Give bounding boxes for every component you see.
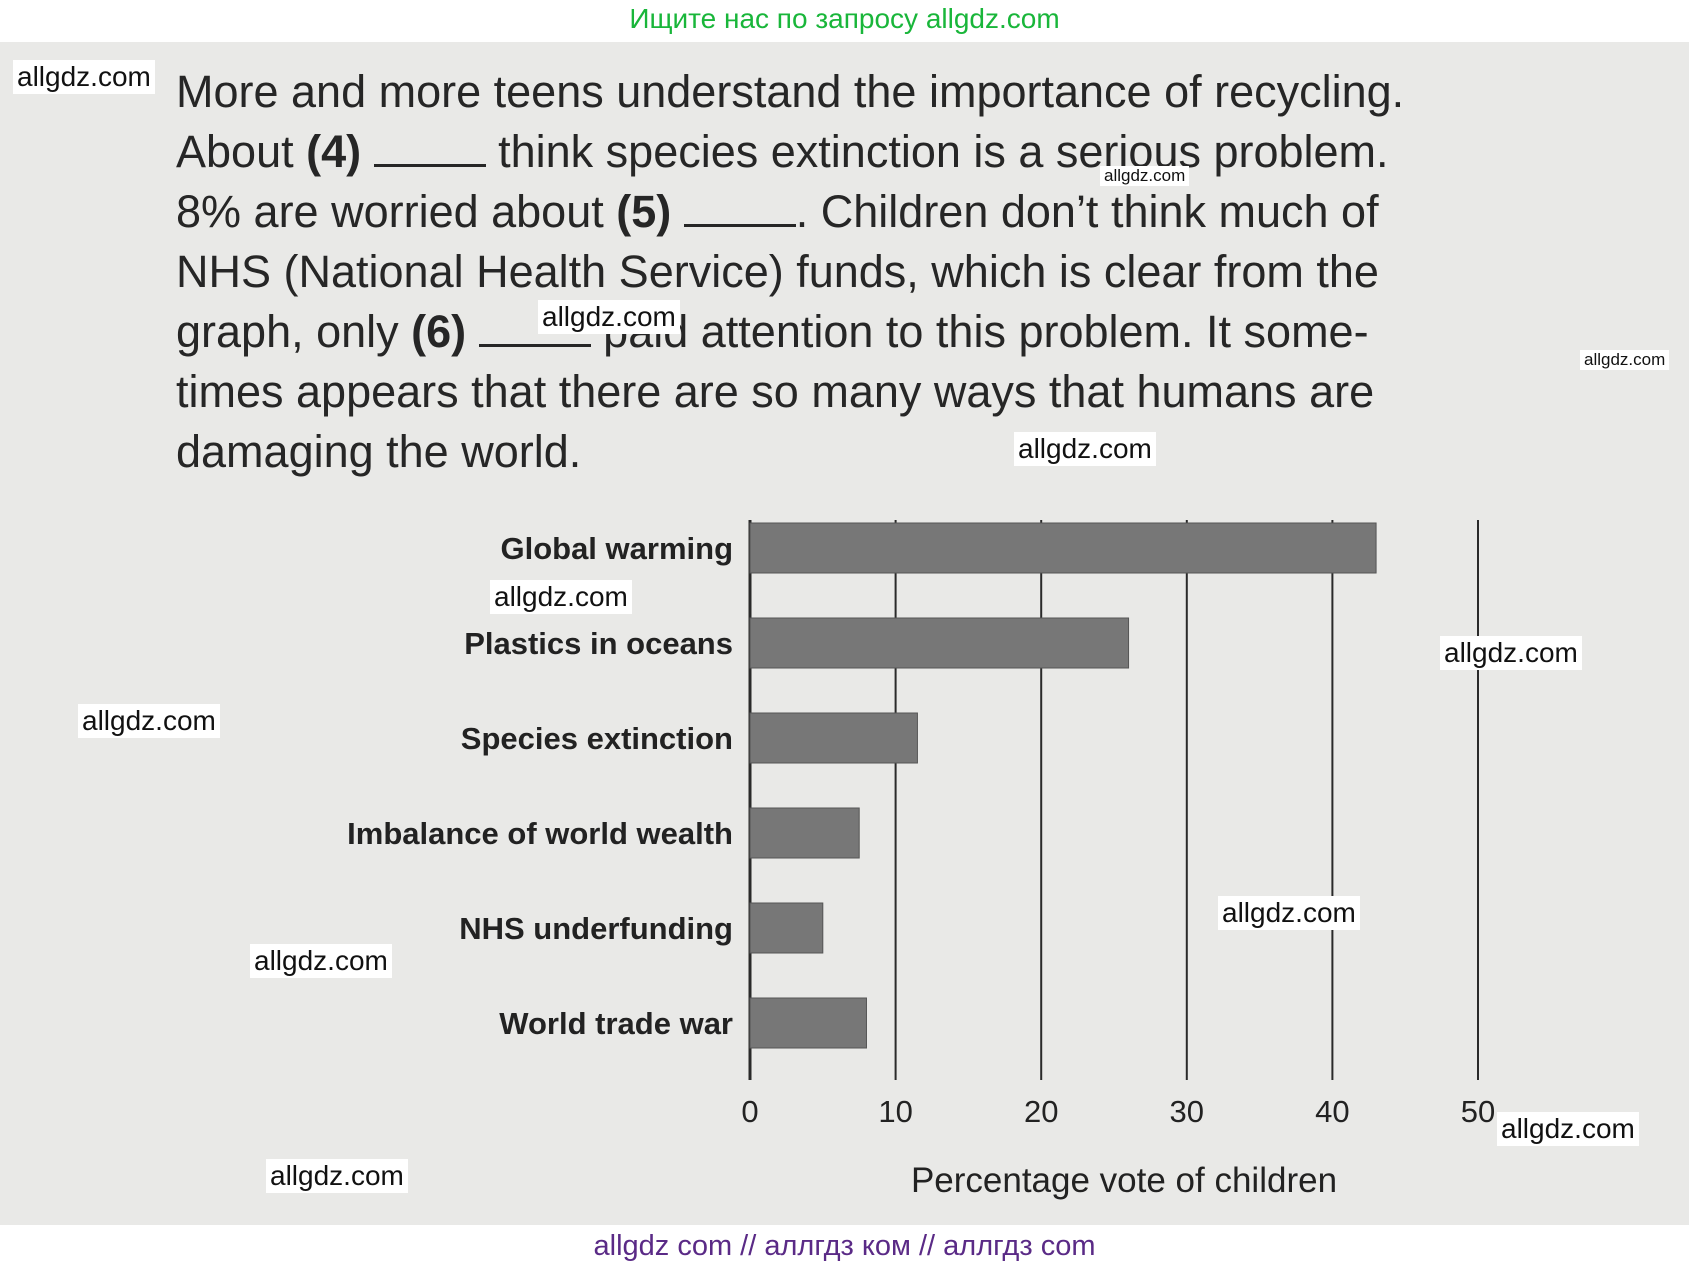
bar-chart: 0 10 20 30 40 50 Global warming Plastics in oce… xyxy=(347,520,1495,1200)
category-label: Plastics in oceans xyxy=(464,626,733,661)
bar xyxy=(749,522,1377,574)
bottom-banner: allgdz com // аллгдз ком // аллгдз com xyxy=(0,1225,1689,1267)
watermark: allgdz.com xyxy=(78,704,220,738)
watermark: allgdz.com xyxy=(1014,432,1156,466)
top-banner: Ищите нас по запросу allgdz.com xyxy=(629,3,1060,34)
x-tick-label: 20 xyxy=(1024,1094,1058,1129)
x-tick-label: 50 xyxy=(1461,1094,1495,1129)
category-label: Species extinction xyxy=(461,721,733,756)
bar xyxy=(749,712,918,764)
category-label: Imbalance of world wealth xyxy=(347,816,733,851)
watermark: allgdz.com xyxy=(538,300,680,334)
watermark: allgdz.com xyxy=(250,944,392,978)
watermark: allgdz.com xyxy=(1580,350,1670,370)
paragraph-line: times appears that there are so many way… xyxy=(176,366,1375,417)
watermark: allgdz.com xyxy=(1100,166,1190,186)
watermark: allgdz.com xyxy=(1497,1112,1639,1146)
paragraph-line: damaging the world. xyxy=(176,426,582,477)
paragraph-line: graph, only (6) paid attention to this p… xyxy=(176,306,1369,357)
watermark: allgdz.com xyxy=(266,1159,408,1193)
text-paragraph: More and more teens understand the impor… xyxy=(176,62,1638,482)
bar xyxy=(749,997,867,1049)
x-tick-label: 0 xyxy=(741,1094,758,1129)
x-tick-label: 40 xyxy=(1315,1094,1349,1129)
x-tick-label: 30 xyxy=(1170,1094,1204,1129)
watermark: allgdz.com xyxy=(490,580,632,614)
x-tick-label: 10 xyxy=(878,1094,912,1129)
watermark: allgdz.com xyxy=(1218,896,1360,930)
x-axis-title: Percentage vote of children xyxy=(911,1161,1337,1200)
category-label: Global warming xyxy=(500,531,733,566)
paragraph-line: NHS (National Health Service) funds, whi… xyxy=(176,246,1379,297)
category-label: World trade war xyxy=(499,1006,733,1041)
paragraph-line: 8% are worried about (5) . Children don’… xyxy=(176,186,1379,237)
answer-blank-5[interactable] xyxy=(683,190,796,227)
bar xyxy=(749,807,860,859)
paragraph-line: About (4) think species extinction is a … xyxy=(176,126,1389,177)
category-label: NHS underfunding xyxy=(459,911,733,946)
paragraph-line: More and more teens understand the impor… xyxy=(176,66,1405,117)
answer-blank-6[interactable] xyxy=(478,310,591,347)
watermark: allgdz.com xyxy=(13,60,155,94)
answer-blank-4[interactable] xyxy=(373,130,486,167)
watermark: allgdz.com xyxy=(1440,636,1582,670)
bar xyxy=(749,617,1130,669)
bar xyxy=(749,902,824,954)
